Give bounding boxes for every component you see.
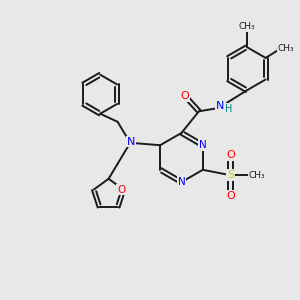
Text: N: N (178, 177, 185, 187)
Text: S: S (227, 170, 234, 180)
Text: CH₃: CH₃ (248, 171, 265, 180)
Text: O: O (117, 184, 125, 195)
Text: O: O (180, 91, 189, 101)
Text: H: H (225, 103, 233, 114)
Text: O: O (226, 150, 235, 160)
Text: O: O (226, 190, 235, 201)
Text: CH₃: CH₃ (238, 22, 255, 31)
Text: N: N (216, 101, 225, 111)
Text: CH₃: CH₃ (278, 44, 294, 53)
Text: N: N (199, 140, 207, 150)
Text: N: N (127, 136, 135, 147)
